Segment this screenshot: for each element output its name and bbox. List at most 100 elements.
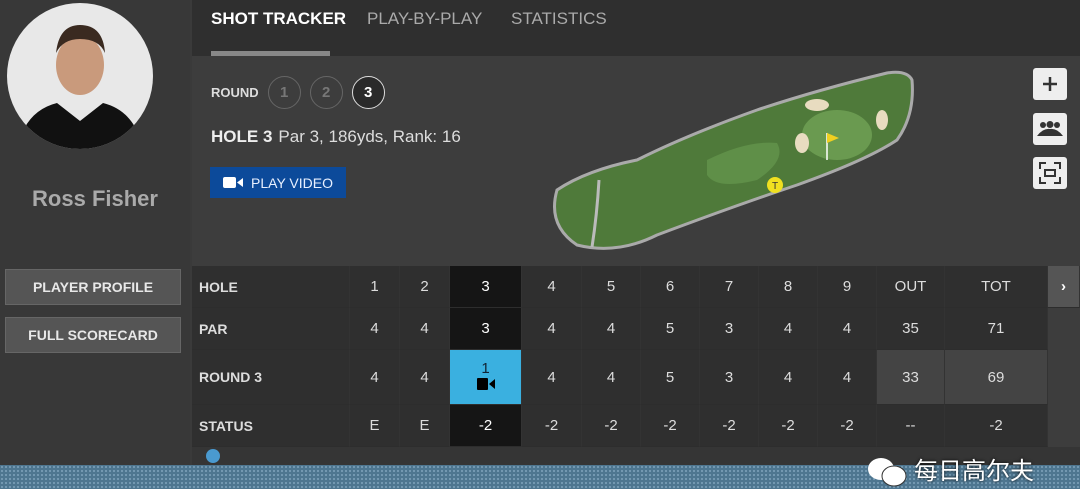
cell-text: 6 <box>665 278 675 295</box>
hole-details: Par 3, 186yds, Rank: 16 <box>278 127 461 146</box>
play-video-button[interactable]: PLAY VIDEO <box>210 167 346 198</box>
header-cell[interactable]: 7 <box>700 266 759 308</box>
score-cell: E <box>400 405 450 447</box>
header-cell[interactable]: 4 <box>522 266 582 308</box>
full-scorecard-button[interactable]: FULL SCORECARD <box>5 317 181 353</box>
cell-text: 2 <box>420 278 429 295</box>
round-selector: ROUND 1 2 3 <box>211 76 385 109</box>
score-cell: 4 <box>400 308 450 350</box>
round-2-button[interactable]: 2 <box>309 76 343 109</box>
cell-text: 71 <box>987 320 1005 337</box>
cell-text: -2 <box>478 417 493 434</box>
score-cell: 4 <box>350 350 400 405</box>
cell-text: 4 <box>370 368 379 386</box>
player-profile-button[interactable]: PLAYER PROFILE <box>5 269 181 305</box>
score-cell: 4 <box>522 350 582 405</box>
cell-text: PAR <box>199 320 228 337</box>
cell-text: 4 <box>606 320 616 337</box>
score-cell: ROUND 3 <box>192 350 350 405</box>
cell-text: 4 <box>606 368 616 386</box>
score-cell: 3 <box>700 308 759 350</box>
score-cell: 35 <box>877 308 945 350</box>
header-row: HOLE 1 2 3 4 5 6 7 8 9 OUT TOT › <box>192 266 1080 308</box>
cell-text: -2 <box>544 417 559 434</box>
score-cell: -2 <box>450 405 522 447</box>
header-cell[interactable]: 9 <box>818 266 877 308</box>
chevron-right-icon: › <box>1061 278 1066 295</box>
round-1-button[interactable]: 1 <box>267 76 301 109</box>
play-video-label: PLAY VIDEO <box>251 174 333 191</box>
tab-shot-tracker[interactable]: SHOT TRACKER <box>211 9 347 28</box>
score-cell: -2 <box>522 405 582 447</box>
score-cell: PAR <box>192 308 350 350</box>
score-cell: -- <box>877 405 945 447</box>
score-cell: -2 <box>945 405 1048 447</box>
group-icon <box>1037 121 1063 136</box>
video-camera-icon[interactable] <box>476 377 495 394</box>
cell-text: 4 <box>547 278 556 295</box>
cell-text: -2 <box>989 417 1003 434</box>
round-3-button[interactable]: 3 <box>351 76 385 109</box>
score-cell: 3 <box>450 308 522 350</box>
header-cell[interactable]: 5 <box>582 266 641 308</box>
score-cell: -2 <box>700 405 759 447</box>
zoom-in-button[interactable] <box>1033 68 1067 100</box>
header-cell[interactable]: 2 <box>400 266 450 308</box>
cell-text: -2 <box>781 417 795 434</box>
score-cell: -2 <box>818 405 877 447</box>
group-button[interactable] <box>1033 113 1067 145</box>
video-camera-icon <box>223 177 244 188</box>
cell-text: 3 <box>724 320 734 337</box>
score-cell: 4 <box>350 308 400 350</box>
score-cell: 4 <box>582 308 641 350</box>
score-cell: -2 <box>582 405 641 447</box>
cell-text: 1 <box>370 278 379 295</box>
tab-play-by-play[interactable]: PLAY-BY-PLAY <box>367 9 483 28</box>
hole-map[interactable]: T <box>537 65 922 255</box>
cell-text: 8 <box>783 278 793 295</box>
score-cell: 4 <box>759 350 818 405</box>
score-cell: 3 <box>700 350 759 405</box>
cell-text: 7 <box>724 278 734 295</box>
next-holes-button[interactable]: › <box>1048 266 1080 308</box>
cell-text: 69 <box>987 368 1005 386</box>
cell-text: STATUS <box>199 417 253 434</box>
score-cell: 4 <box>818 350 877 405</box>
cell-text: 4 <box>783 320 793 337</box>
cell-text: 4 <box>783 368 793 386</box>
cell-text: OUT <box>894 278 927 295</box>
header-cell[interactable]: TOT <box>945 266 1048 308</box>
cell-text: -2 <box>840 417 854 434</box>
header-cell[interactable]: 3 <box>450 266 522 308</box>
header-cell[interactable]: 6 <box>641 266 700 308</box>
cell-text: 1 <box>481 360 490 377</box>
fullscreen-icon <box>1039 162 1061 184</box>
cell-text: 4 <box>842 368 852 386</box>
score-cell: 4 <box>522 308 582 350</box>
table-row: STATUS E E -2 -2 -2 -2 -2 -2 -2 -- -2 <box>192 405 1080 447</box>
cell-text: 5 <box>665 320 675 337</box>
header-cell[interactable]: OUT <box>877 266 945 308</box>
cell-text: 4 <box>420 320 429 337</box>
header-cell[interactable]: 8 <box>759 266 818 308</box>
plus-icon <box>1043 77 1057 91</box>
cell-text: TOT <box>981 278 1011 295</box>
cell-text: HOLE <box>199 278 238 295</box>
player-panel: Ross Fisher PLAYER PROFILE FULL SCORECAR… <box>0 0 190 489</box>
cell-text: E <box>419 417 430 434</box>
score-cell: 69 <box>945 350 1048 405</box>
tab-statistics[interactable]: STATISTICS <box>511 9 607 28</box>
shot-tracker-panel: SHOT TRACKER PLAY-BY-PLAY STATISTICS ROU… <box>192 0 1080 489</box>
score-cell: 1 <box>450 350 522 405</box>
cell-text: 3 <box>481 320 490 337</box>
header-cell[interactable]: 1 <box>350 266 400 308</box>
score-cell: 4 <box>582 350 641 405</box>
avatar <box>7 3 153 149</box>
tee-marker-icon <box>767 177 783 193</box>
hole-title: HOLE 3 <box>211 127 273 146</box>
watermark-text: 每日高尔夫 <box>914 458 1034 485</box>
wechat-icon <box>868 458 907 487</box>
score-cell: 4 <box>400 350 450 405</box>
fullscreen-button[interactable] <box>1033 157 1067 189</box>
header-cell: HOLE <box>192 266 350 308</box>
